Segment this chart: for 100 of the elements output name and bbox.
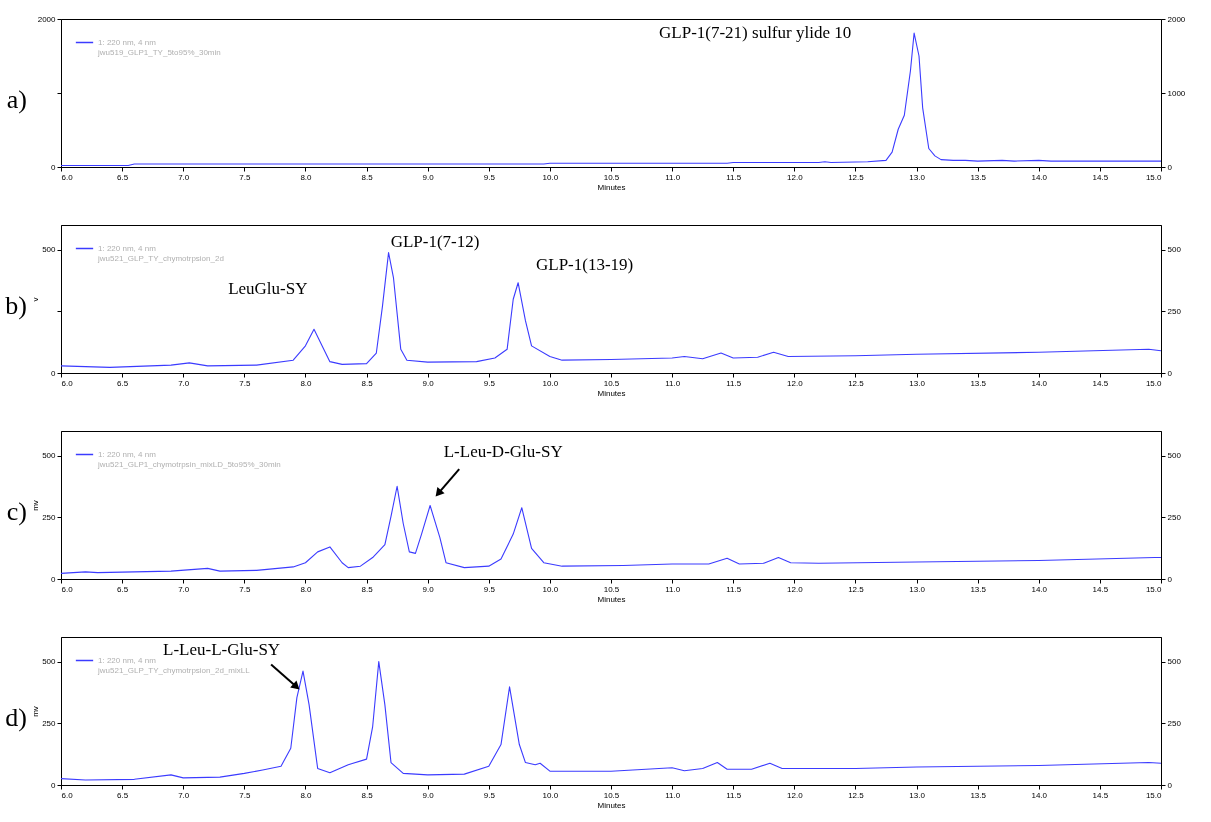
y-tick-label: 500 xyxy=(42,245,57,255)
x-axis-title: Minutes xyxy=(597,800,626,810)
x-tick-label: 11.0 xyxy=(665,584,681,594)
x-tick-label: 7.0 xyxy=(178,790,190,800)
y-tick-label: 0 xyxy=(51,780,57,790)
x-tick-label: 13.0 xyxy=(909,790,926,800)
x-tick-label: 13.5 xyxy=(970,378,987,388)
x-tick-label: 9.5 xyxy=(483,378,496,388)
y2-tick-label: 0 xyxy=(1167,162,1173,172)
x-tick-label: 10.5 xyxy=(603,378,620,388)
line-series xyxy=(61,485,1161,574)
x-tick-label: 7.5 xyxy=(239,790,251,800)
x-tick-label: 13.0 xyxy=(909,172,926,182)
x-tick-label: 14.0 xyxy=(1031,790,1048,800)
text: a) xyxy=(6,85,27,115)
x-tick-label: 10.5 xyxy=(603,584,620,594)
x-tick-label: 14.0 xyxy=(1031,172,1048,182)
legend-label: 1: 220 nm, 4 nm jwu521_GLP1_chymotrpsin_mixLD_5to95%_30min xyxy=(97,449,281,469)
x-tick-label: 11.5 xyxy=(726,378,742,388)
y-axis-title: mv xyxy=(31,500,41,511)
y2-tick-label: 250 xyxy=(1167,718,1182,728)
annotation: GLP-1(7-12) xyxy=(390,231,480,251)
x-axis-title: Minutes xyxy=(597,182,626,192)
y-tick-label: 500 xyxy=(42,451,57,461)
x-tick-label: 6.5 xyxy=(117,378,129,388)
x-tick-label: 12.0 xyxy=(787,584,804,594)
x-tick-label: 11.0 xyxy=(665,790,681,800)
x-tick-label: 14.5 xyxy=(1092,584,1109,594)
x-tick-label: 8.0 xyxy=(300,790,313,800)
annotation: L-Leu-D-Glu-SY xyxy=(443,442,563,462)
x-tick-label: 12.5 xyxy=(848,584,865,594)
x-tick-label: 12.0 xyxy=(787,378,804,388)
x-tick-label: 9.0 xyxy=(422,790,435,800)
x-tick-label: 9.0 xyxy=(422,378,435,388)
x-tick-label: 10.0 xyxy=(542,172,559,182)
x-tick-label: 13.5 xyxy=(970,584,987,594)
x-tick-label: 15.0 xyxy=(1145,584,1163,594)
x-tick-label: 10.5 xyxy=(603,172,620,182)
x-tick-label: 11.0 xyxy=(665,378,681,388)
line-series xyxy=(61,661,1161,781)
x-tick-label: 6.0 xyxy=(61,172,74,182)
x-tick-label: 6.5 xyxy=(117,172,129,182)
x-axis-title: Minutes xyxy=(597,594,626,604)
x-tick-label: 10.0 xyxy=(542,378,559,388)
y2-tick-label: 500 xyxy=(1167,657,1182,667)
x-tick-label: 6.0 xyxy=(61,584,74,594)
x-tick-label: 13.0 xyxy=(909,378,926,388)
x-tick-label: 10.5 xyxy=(603,790,620,800)
x-tick-label: 7.5 xyxy=(239,172,251,182)
x-tick-label: 14.5 xyxy=(1092,378,1109,388)
x-tick-label: 8.5 xyxy=(361,172,374,182)
annotation: GLP-1(7-21) sulfur ylide 10 xyxy=(659,23,852,43)
x-tick-label: 12.5 xyxy=(848,378,865,388)
x-tick-label: 7.0 xyxy=(178,172,190,182)
annotation: LeuGlu-SY xyxy=(228,278,308,298)
x-tick-label: 6.5 xyxy=(117,584,129,594)
x-tick-label: 9.0 xyxy=(422,584,435,594)
x-tick-label: 9.5 xyxy=(483,584,496,594)
y-tick-label: 0 xyxy=(51,162,57,172)
x-tick-label: 7.0 xyxy=(178,378,190,388)
y-axis-title: mv xyxy=(31,706,41,717)
x-tick-label: 11.5 xyxy=(726,790,742,800)
x-tick-label: 15.0 xyxy=(1145,790,1163,800)
legend-label: 1: 220 nm, 4 nm jwu519_GLP1_TY_5to95%_30min xyxy=(97,37,221,57)
y-axis-title: v xyxy=(31,297,41,302)
y2-tick-label: 2000 xyxy=(1167,14,1186,24)
y2-tick-label: 1000 xyxy=(1167,88,1186,98)
text: d) xyxy=(5,703,27,733)
legend-label: 1: 220 nm, 4 nm jwu521_GLP_TY_chymotrpsion_2d xyxy=(97,243,224,263)
x-tick-label: 6.5 xyxy=(117,790,129,800)
x-tick-label: 14.0 xyxy=(1031,378,1048,388)
x-tick-label: 8.5 xyxy=(361,378,374,388)
x-tick-label: 8.5 xyxy=(361,790,374,800)
y-tick-label: 250 xyxy=(42,718,57,728)
x-tick-label: 14.5 xyxy=(1092,790,1109,800)
x-tick-label: 9.5 xyxy=(483,790,496,800)
y2-tick-label: 0 xyxy=(1167,780,1173,790)
x-tick-label: 11.0 xyxy=(665,172,681,182)
y-tick-label: 2000 xyxy=(37,14,57,24)
x-tick-label: 13.0 xyxy=(909,584,926,594)
x-tick-label: 8.0 xyxy=(300,172,313,182)
x-tick-label: 8.5 xyxy=(361,584,374,594)
x-tick-label: 6.0 xyxy=(61,378,74,388)
x-tick-label: 14.0 xyxy=(1031,584,1048,594)
x-tick-label: 12.0 xyxy=(787,172,804,182)
x-tick-label: 9.5 xyxy=(483,172,496,182)
x-tick-label: 7.5 xyxy=(239,584,251,594)
y-tick-label: 500 xyxy=(42,657,57,667)
x-tick-label: 8.0 xyxy=(300,378,313,388)
x-tick-label: 15.0 xyxy=(1145,172,1163,182)
text: b) xyxy=(5,291,27,321)
x-axis-title: Minutes xyxy=(597,388,626,398)
x-tick-label: 9.0 xyxy=(422,172,435,182)
x-tick-label: 13.5 xyxy=(970,790,987,800)
y-tick-label: 250 xyxy=(42,512,57,522)
y2-tick-label: 250 xyxy=(1167,512,1182,522)
x-tick-label: 11.5 xyxy=(726,172,742,182)
text: c) xyxy=(6,497,27,527)
y2-tick-label: 0 xyxy=(1167,368,1173,378)
x-tick-label: 11.5 xyxy=(726,584,742,594)
